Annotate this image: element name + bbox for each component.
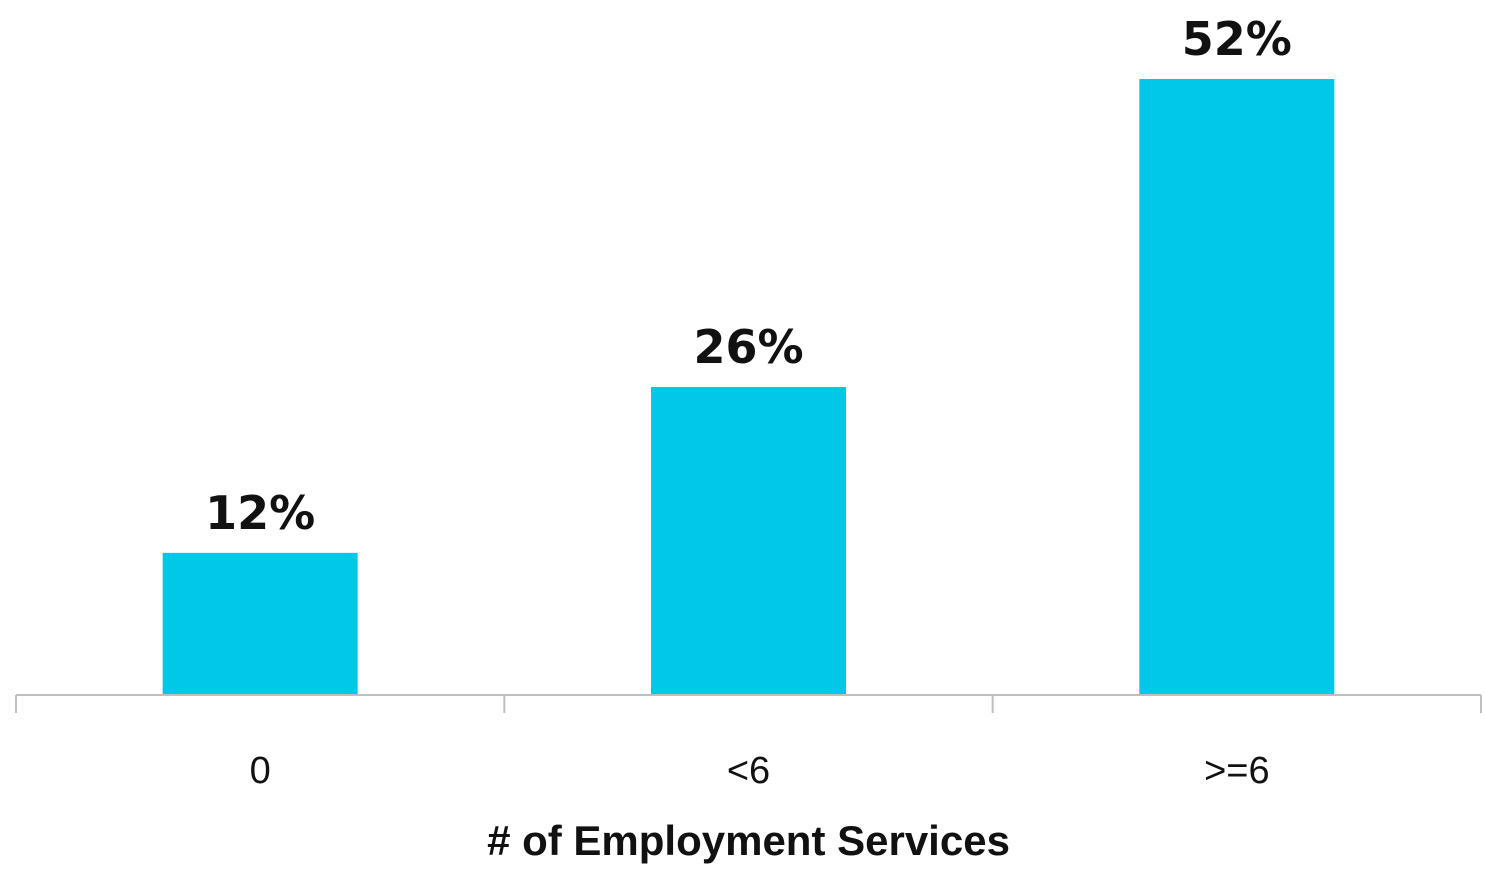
data-label-0: 12% <box>205 486 315 540</box>
bar-0 <box>162 552 358 695</box>
bars-layer <box>162 79 1335 695</box>
x-tick-label-1: <6 <box>727 750 770 792</box>
x-tick-label-2: >=6 <box>1204 750 1270 792</box>
bar-1 <box>651 387 846 695</box>
x-axis-title: # of Employment Services <box>487 817 1010 864</box>
x-tick-labels: 0 <6 >=6 <box>250 750 1270 792</box>
data-label-1: 26% <box>693 320 803 374</box>
x-axis <box>15 694 1482 713</box>
data-labels-layer: 12% 26% 52% <box>205 12 1292 540</box>
bar-2 <box>1139 79 1335 695</box>
x-tick-label-0: 0 <box>250 750 271 792</box>
data-label-2: 52% <box>1182 12 1292 66</box>
